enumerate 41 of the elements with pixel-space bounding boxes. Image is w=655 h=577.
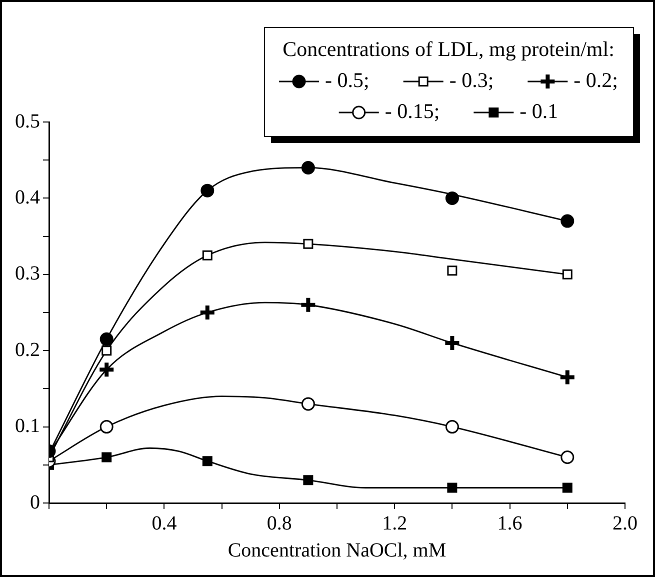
point	[198, 304, 216, 322]
point	[445, 420, 459, 434]
legend-label: - 0.3;	[449, 68, 494, 92]
point	[100, 332, 114, 346]
point	[102, 346, 112, 356]
x-tick-label: 1.2	[382, 512, 408, 534]
point	[303, 238, 314, 249]
legend-label: - 0.15;	[384, 99, 440, 124]
point	[200, 184, 214, 198]
y-tick-label: 0.1	[15, 415, 40, 438]
point	[301, 397, 315, 411]
x-tick-label: 2.0	[612, 512, 638, 534]
point	[445, 191, 459, 205]
point	[102, 452, 112, 462]
point	[301, 160, 315, 174]
y-tick-label: 0.2	[15, 338, 40, 361]
x-tick-label: 1.6	[497, 512, 522, 534]
point	[202, 250, 212, 260]
y-tick-label: 0.5	[15, 110, 40, 132]
point	[303, 475, 314, 486]
x-tick-label: 0.8	[266, 512, 292, 534]
legend-label: - 0.1	[520, 99, 558, 124]
point	[562, 269, 572, 280]
point	[98, 360, 116, 379]
point	[202, 456, 212, 466]
legend-label: - 0.2;	[574, 68, 618, 92]
legend-label: - 0.5;	[325, 68, 370, 92]
y-tick-label: 0.3	[15, 262, 40, 285]
point	[299, 296, 318, 314]
point	[447, 482, 458, 493]
x-axis-title: Concentration NaOCl, mM	[228, 539, 446, 562]
point	[447, 266, 458, 276]
y-tick-label: 0	[30, 491, 40, 514]
legend-title: Concentrations of LDL, mg protein/ml:	[282, 37, 614, 62]
point	[560, 450, 574, 464]
point	[562, 482, 572, 493]
point	[558, 368, 576, 386]
point	[100, 420, 114, 434]
point	[560, 214, 574, 228]
x-tick-label: 0.4	[152, 512, 177, 534]
y-tick-label: 0.4	[15, 186, 40, 208]
